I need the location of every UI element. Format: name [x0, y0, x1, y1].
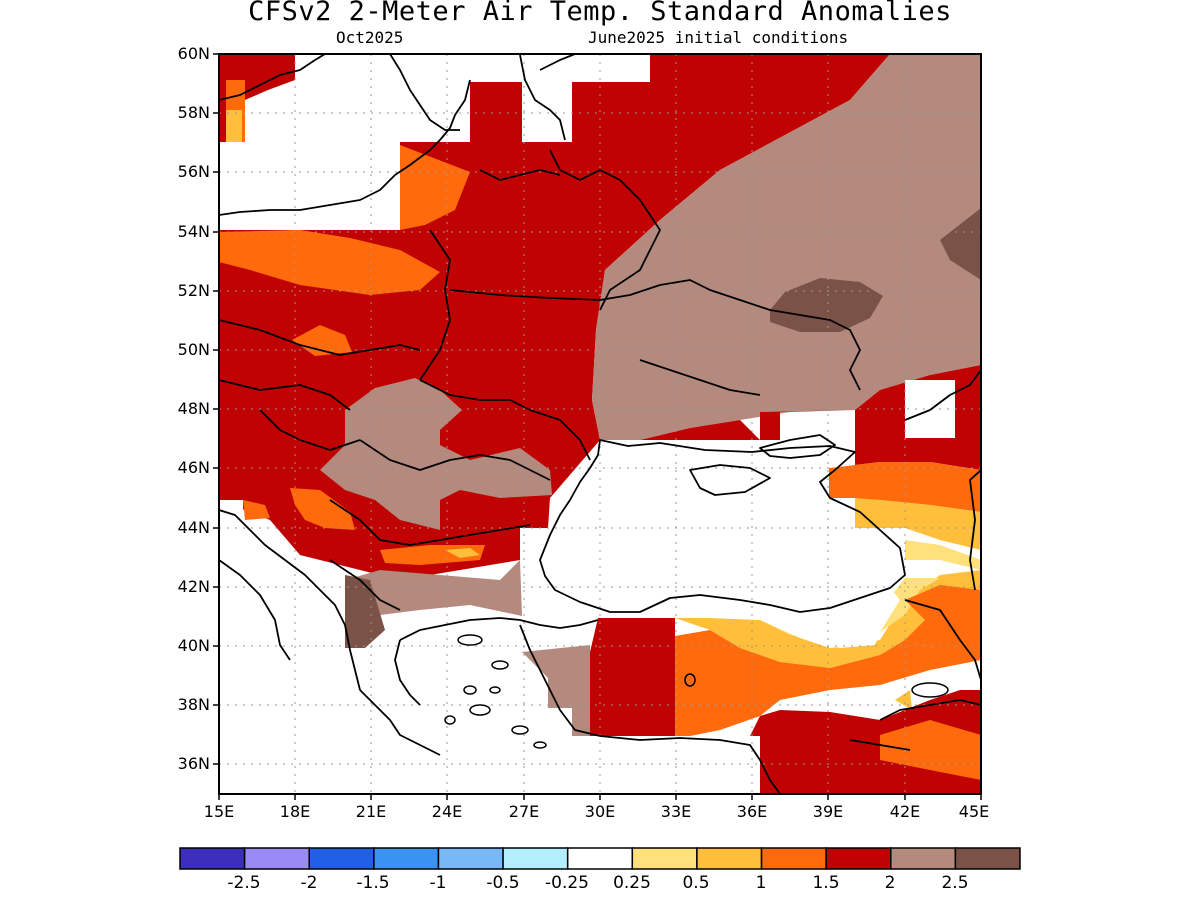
colorbar-label: 1.5 [812, 873, 840, 893]
colorbar-swatch [954, 847, 1021, 870]
colorbar [179, 847, 1021, 870]
lon-label: 33E [660, 802, 692, 821]
lat-label: 44N [177, 518, 210, 537]
lon-label: 30E [584, 802, 616, 821]
lat-label: 58N [177, 103, 210, 122]
lon-label: 27E [508, 802, 540, 821]
colorbar-swatch [696, 847, 763, 870]
lat-label: 36N [177, 754, 210, 773]
colorbar-label: -2 [300, 873, 318, 893]
anomaly-field [219, 54, 981, 794]
colorbar-swatch [825, 847, 892, 870]
colorbar-swatch [179, 847, 246, 870]
forecast-month: Oct2025 [336, 28, 404, 47]
colorbar-label: -1 [429, 873, 447, 893]
map-title: CFSv2 2-Meter Air Temp. Standard Anomali… [248, 0, 952, 27]
lon-label: 18E [279, 802, 311, 821]
colorbar-swatch [437, 847, 504, 870]
colorbar-label: 0.25 [613, 873, 651, 893]
colorbar-swatch [566, 847, 634, 870]
colorbar-swatch [890, 847, 957, 870]
lat-label: 50N [177, 340, 210, 359]
lat-label: 46N [177, 458, 210, 477]
lon-label: 45E [958, 802, 990, 821]
lat-label: 42N [177, 577, 210, 596]
colorbar-label: 2.5 [941, 873, 969, 893]
coastlines [219, 54, 981, 794]
colorbar-label: 0.5 [682, 873, 710, 893]
colorbar-label: -2.5 [227, 873, 261, 893]
lat-label: 38N [177, 695, 210, 714]
lat-label: 48N [177, 399, 210, 418]
colorbar-label: -1.5 [356, 873, 390, 893]
lat-label: 52N [177, 281, 210, 300]
lat-label: 54N [177, 222, 210, 241]
initial-conditions: June2025 initial conditions [588, 28, 849, 47]
colorbar-swatch [243, 847, 310, 870]
colorbar-swatch [308, 847, 375, 870]
lat-label: 60N [177, 44, 210, 63]
islands [444, 634, 949, 749]
axis-ticks [213, 53, 982, 800]
graticule [219, 54, 981, 794]
colorbar-label: 2 [884, 873, 896, 893]
lat-label: 40N [177, 636, 210, 655]
lon-label: 39E [812, 802, 844, 821]
colorbar-swatch [631, 847, 698, 870]
lon-label: 21E [355, 802, 387, 821]
colorbar-swatch [373, 847, 440, 870]
lon-label: 24E [431, 802, 463, 821]
lon-label: 15E [203, 802, 235, 821]
lon-label: 42E [889, 802, 921, 821]
colorbar-label: -0.5 [486, 873, 520, 893]
lat-label: 56N [177, 162, 210, 181]
colorbar-label: 1 [755, 873, 767, 893]
colorbar-swatch [502, 847, 569, 870]
colorbar-swatch [760, 847, 827, 870]
lon-label: 36E [736, 802, 768, 821]
colorbar-label: -0.25 [545, 873, 589, 893]
